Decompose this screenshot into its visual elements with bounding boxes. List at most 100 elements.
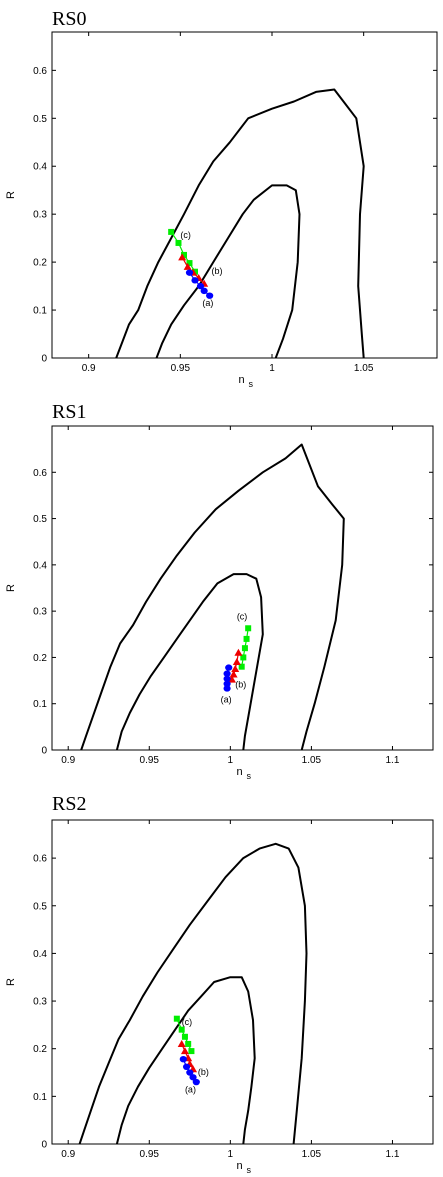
circle-marker	[223, 670, 231, 677]
y-tick-label: 0.5	[33, 901, 47, 912]
x-tick-label: 1	[228, 755, 234, 766]
x-axis-label: n	[238, 374, 244, 386]
x-tick-label: 0.95	[140, 1149, 160, 1160]
square-marker	[245, 625, 252, 632]
y-tick-label: 0.1	[33, 306, 47, 317]
y-axis-label: R	[5, 584, 17, 592]
circle-marker	[179, 1055, 187, 1063]
y-tick-label: 0.6	[33, 854, 47, 865]
y-tick-label: 0.1	[33, 1092, 47, 1103]
plot-frame	[51, 31, 438, 359]
point-annotation: (c)	[180, 230, 191, 240]
circle-marker	[223, 680, 231, 688]
x-axis-label-subscript: s	[247, 1165, 252, 1175]
square-marker	[240, 654, 247, 661]
panel-title: RS0	[52, 8, 86, 30]
circle-marker	[191, 277, 199, 284]
panel-rs1: RS1 0.9 0.95 1 1.05 1.1 0 0.1 0.2 0.3 0.4 0.5 0.6 n s…	[5, 401, 434, 781]
circle-marker	[182, 1063, 191, 1071]
point-annotation: (c)	[182, 1017, 193, 1027]
contour-line	[115, 88, 365, 359]
y-axis-label: R	[5, 978, 17, 986]
panel-rs0: RS0 0.9 0.95 1 1.05 0 0.1 0.2 0.3 0.4 0.5 0.6 n s R (c…	[5, 8, 438, 389]
x-tick-label: 0.9	[61, 755, 75, 766]
square-marker	[185, 1040, 192, 1047]
x-tick-label: 1.1	[386, 755, 400, 766]
x-tick-label: 1.05	[302, 1149, 322, 1160]
contour-line	[115, 976, 256, 1145]
square-marker	[192, 268, 198, 275]
triangle-marker	[178, 253, 187, 261]
triangle-marker	[234, 648, 243, 656]
x-tick-label: 0.95	[140, 755, 160, 766]
y-tick-label: 0.2	[33, 653, 47, 664]
y-tick-label: 0.4	[33, 560, 47, 571]
x-axis-label: n	[236, 1160, 242, 1172]
x-tick-label: 0.9	[61, 1149, 75, 1160]
y-tick-label: 0.3	[33, 997, 47, 1008]
contour-line	[78, 842, 308, 1145]
square-marker	[178, 1026, 185, 1033]
x-tick-label: 0.95	[171, 363, 191, 374]
x-tick-label: 1.05	[302, 755, 322, 766]
triangle-marker	[183, 262, 192, 270]
y-tick-label: 0	[41, 746, 47, 757]
point-annotation: (a)	[202, 298, 213, 308]
circle-marker	[189, 1074, 197, 1081]
y-tick-label: 0.4	[33, 949, 47, 960]
point-annotation: (b)	[212, 266, 223, 276]
contour-line	[80, 443, 345, 751]
y-tick-label: 0.6	[33, 66, 47, 77]
triangle-marker	[231, 665, 240, 672]
y-tick-label: 0.5	[33, 514, 47, 525]
y-tick-label: 0.2	[33, 258, 47, 269]
square-marker	[241, 645, 248, 652]
circle-marker	[192, 1078, 200, 1086]
triangle-marker	[229, 670, 238, 678]
point-annotation: (b)	[235, 680, 246, 690]
panel-rs2: RS2 0.9 0.95 1 1.05 1.1 0 0.1 0.2 0.3 0.4 0.5 0.6 n s…	[5, 793, 434, 1175]
y-tick-label: 0.1	[33, 699, 47, 710]
y-tick-label: 0.4	[33, 162, 47, 173]
triangle-marker	[227, 675, 236, 683]
point-annotation: (b)	[198, 1067, 209, 1077]
circle-marker	[225, 664, 233, 671]
y-tick-label: 0.6	[33, 468, 47, 479]
x-tick-label: 1.1	[386, 1149, 400, 1160]
circle-marker	[185, 269, 194, 276]
y-tick-label: 0.3	[33, 210, 47, 221]
triangle-marker	[232, 658, 241, 666]
square-marker	[181, 251, 187, 258]
plot-frame	[51, 819, 434, 1145]
point-annotation: (a)	[221, 694, 232, 704]
circle-marker	[206, 292, 214, 299]
square-marker	[175, 239, 182, 246]
plot-frame	[51, 425, 434, 751]
y-axis-label: R	[5, 191, 17, 199]
square-marker	[243, 635, 250, 642]
panel-title: RS2	[52, 793, 86, 815]
circle-marker	[223, 675, 231, 682]
panel-title: RS1	[52, 401, 86, 423]
y-tick-label: 0.2	[33, 1044, 47, 1055]
x-axis-label-subscript: s	[247, 771, 252, 781]
contour-line	[115, 573, 264, 751]
circle-marker	[200, 287, 208, 295]
x-tick-label: 1	[228, 1149, 234, 1160]
circle-marker	[223, 685, 231, 692]
x-axis-label: n	[236, 766, 242, 778]
x-tick-label: 1	[269, 363, 275, 374]
y-tick-label: 0.5	[33, 114, 47, 125]
y-tick-label: 0	[41, 354, 47, 365]
triangle-marker	[180, 1047, 189, 1055]
y-tick-label: 0	[41, 1140, 47, 1151]
circle-marker	[196, 282, 205, 290]
y-tick-label: 0.3	[33, 607, 47, 618]
x-tick-label: 0.9	[82, 363, 96, 374]
contour-line	[155, 184, 301, 359]
square-marker	[188, 1048, 195, 1055]
x-axis-label-subscript: s	[249, 379, 254, 389]
circle-marker	[186, 1069, 194, 1076]
point-annotation: (a)	[185, 1085, 196, 1095]
square-marker	[238, 663, 245, 670]
